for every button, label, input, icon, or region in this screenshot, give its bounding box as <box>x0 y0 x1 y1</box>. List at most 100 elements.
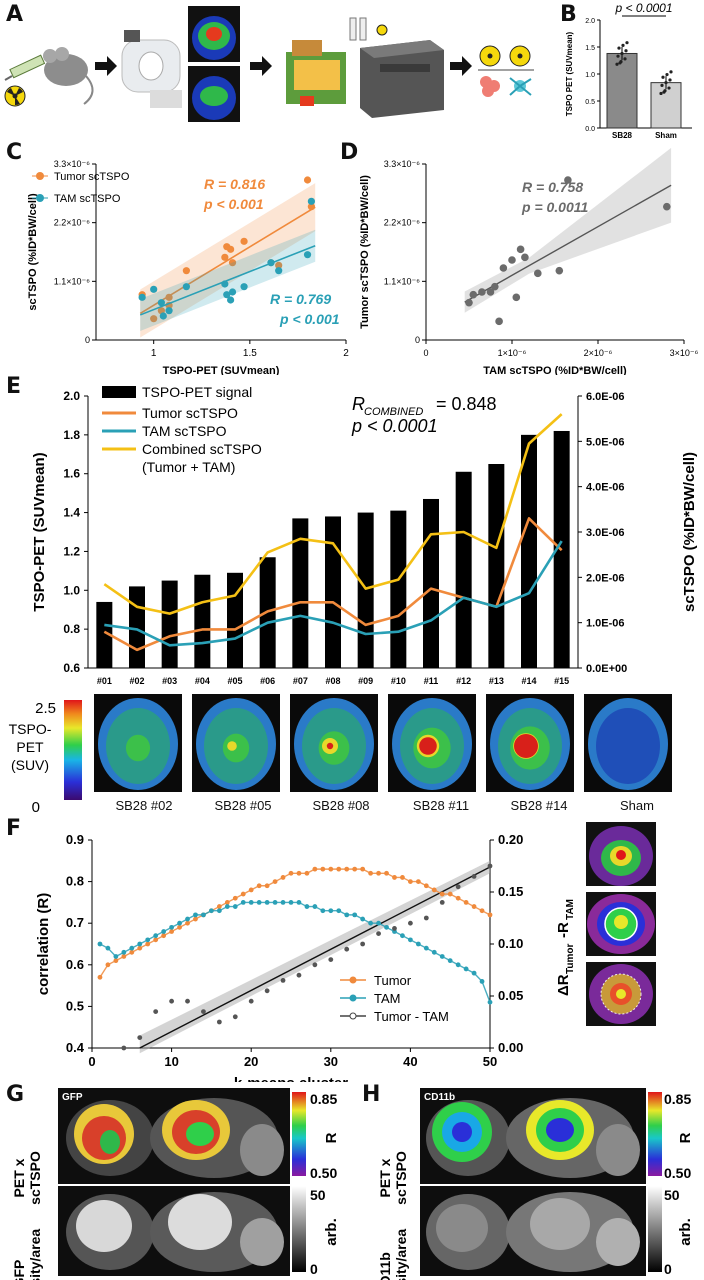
e-xtick-label: #11 <box>424 676 439 686</box>
e-xtick-label: #14 <box>521 676 536 686</box>
f-point <box>216 904 222 909</box>
e-ylabel: TSPO-PET (SUVmean) <box>31 452 48 611</box>
pet-image-hotspot <box>227 741 237 751</box>
f-point <box>264 900 270 905</box>
h-row2-label-2: intensity/area <box>393 1229 409 1280</box>
h-tag: CD11b <box>424 1092 455 1103</box>
f-point <box>423 883 429 889</box>
c-r-tumor: R = 0.816 <box>204 176 265 192</box>
f-point <box>439 891 445 897</box>
colorbar-label-3: (SUV) <box>11 757 49 773</box>
b-point <box>623 57 627 61</box>
c-xtick-label: 2 <box>343 348 349 359</box>
d-point <box>478 288 486 296</box>
f-point <box>240 891 246 897</box>
f-point <box>415 941 421 947</box>
c-fit-line <box>139 244 316 316</box>
f-diff-fit-line <box>139 866 491 1049</box>
chart-b: 0.0 0.5 1.0 1.5 2.0 TSPO PET (SUVmean) SB28 Sha… <box>565 1 692 140</box>
e-bar <box>423 498 439 668</box>
panel-letter-d: D <box>340 140 359 165</box>
e-y2tick-label: 2.0E-06 <box>586 572 625 584</box>
f-point <box>121 954 127 959</box>
f-point <box>177 920 182 926</box>
f-point <box>487 912 493 918</box>
mouse-icon <box>43 47 94 105</box>
f-point <box>471 904 477 909</box>
d-fit-line <box>464 184 672 303</box>
f-y2label-sub2: TAM <box>565 899 576 920</box>
f-point <box>209 908 214 914</box>
d-xtick-label: 2×10⁻⁶ <box>584 348 613 358</box>
c-point <box>303 251 312 259</box>
f-y2label-sep: -R <box>555 922 572 938</box>
e-xtick-label: #10 <box>391 676 406 686</box>
e-xtick-label: #04 <box>195 676 210 686</box>
e-y2tick-label: 4.0E-06 <box>586 482 625 494</box>
f-point <box>487 999 493 1005</box>
pet-image-uptake <box>125 734 151 762</box>
e-xtick-label: #05 <box>227 676 242 686</box>
pet-colorbar: 2.5 0 TSPO- PET (SUV) <box>9 700 82 816</box>
f-point <box>272 879 278 884</box>
f-point <box>137 945 143 951</box>
c-point <box>240 237 248 245</box>
f-point <box>264 883 270 889</box>
c-point <box>227 245 235 253</box>
c-point <box>223 291 231 299</box>
f-diff-point <box>455 884 461 890</box>
f-point <box>97 941 103 947</box>
d-ytick-label: 2.2×10⁻⁶ <box>384 218 421 228</box>
f-point <box>288 870 294 876</box>
f-point <box>423 945 429 951</box>
f-point <box>471 970 477 976</box>
f-ylabel: correlation (R) <box>35 893 52 996</box>
c-point <box>221 280 229 288</box>
c-point <box>307 197 315 205</box>
f-y2tick-label: 0.15 <box>498 884 523 899</box>
f-point <box>368 870 373 876</box>
b-point <box>662 90 666 94</box>
f-point <box>463 966 469 972</box>
pet-image-strip <box>94 694 672 792</box>
d-point <box>564 176 572 184</box>
d-point <box>499 264 508 272</box>
g-tag: GFP <box>62 1092 83 1103</box>
colorbar-min: 0 <box>32 799 40 816</box>
f-point <box>415 879 421 884</box>
d-xlabel: TAM scTSPO (%ID*BW/cell) <box>483 365 627 375</box>
f-point <box>232 904 238 909</box>
f-point <box>352 866 358 872</box>
f-diff-point <box>360 941 366 947</box>
f-diff-point <box>248 998 254 1004</box>
e-legend-swatch <box>102 386 136 398</box>
h-row2-label-1: CD11b <box>377 1252 393 1280</box>
f-diff-point <box>201 1009 206 1014</box>
f-diff-point <box>423 915 429 921</box>
f-diff-point <box>153 1009 159 1014</box>
f-point <box>447 891 453 897</box>
c-point <box>159 312 167 320</box>
e-y2tick-label: 6.0E-06 <box>586 391 625 403</box>
c-ytick-label: 0 <box>85 335 90 345</box>
caption-sb28-05: SB28 #05 <box>214 798 272 813</box>
g-row1-label-1: PET x <box>11 1158 27 1197</box>
c-p-tam: p < 0.001 <box>279 311 340 327</box>
b-point <box>659 91 663 96</box>
f-point <box>248 900 254 905</box>
e-ytick-label: 0.6 <box>63 661 80 675</box>
e-y2tick-label: 1.0E-06 <box>586 618 625 630</box>
f-point <box>328 908 334 914</box>
e-xtick-label: #15 <box>554 676 569 686</box>
d-point <box>516 245 525 254</box>
b-ylabel: TSPO PET (SUVmean) <box>565 31 574 116</box>
panel-h-figure: PET x scTSPO CD11b intensity/area CD11b … <box>377 1088 694 1280</box>
c-legend-label: Tumor scTSPO <box>54 171 130 183</box>
f-point <box>240 900 246 905</box>
f-diff-point <box>169 998 175 1004</box>
f-point <box>400 875 405 880</box>
f-diff-point <box>264 988 270 994</box>
f-xtick-label: 20 <box>244 1054 258 1069</box>
e-r-combined-value: = 0.848 <box>436 394 497 414</box>
